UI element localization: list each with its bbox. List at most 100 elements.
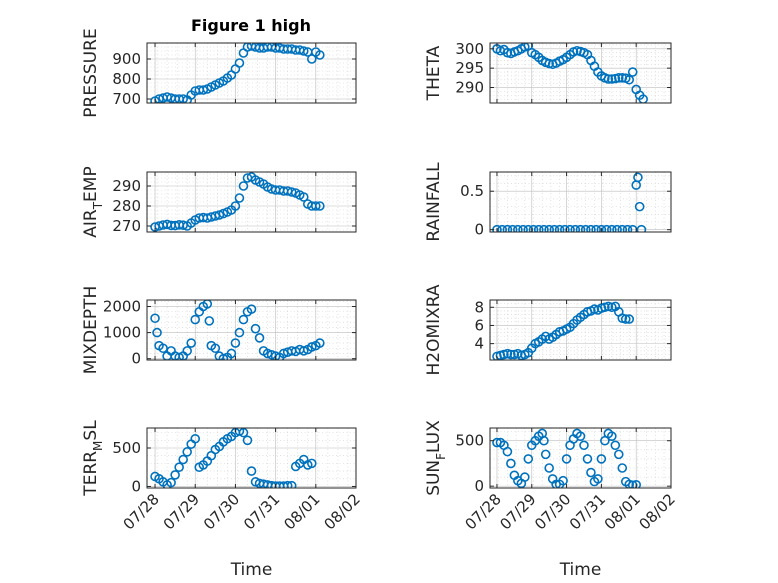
subplot-1: 700 800 900 PRESSURE <box>81 28 357 118</box>
y-tick-label: 500 <box>455 432 484 450</box>
y-axis-label-main: AIR <box>81 209 101 238</box>
data-point <box>238 428 249 438</box>
data-point <box>246 304 257 314</box>
data-point <box>610 440 621 451</box>
data-point <box>158 343 168 354</box>
data-point <box>497 224 507 232</box>
y-axis-label: TERRMSL <box>81 420 105 497</box>
data-point <box>170 470 180 480</box>
data-point <box>544 463 554 473</box>
axes-box <box>146 427 357 489</box>
data-point <box>612 224 622 232</box>
data-point <box>315 50 325 60</box>
grid-lines <box>489 172 672 232</box>
y-axis-label-main: PRESSURE <box>81 28 101 117</box>
subplot-4: 0 0.5 RAINFALL <box>424 162 672 242</box>
subplot-3: 270 280 290 AIRTEMP <box>81 166 357 238</box>
data-point <box>549 224 560 232</box>
data-point <box>518 224 528 232</box>
data-point <box>634 201 645 212</box>
data-point <box>230 338 241 348</box>
y-axis-label-tail: EMP <box>81 166 101 202</box>
data-point <box>202 300 213 309</box>
data-point <box>520 43 530 52</box>
data-series <box>492 301 635 360</box>
y-tick-label: 800 <box>112 70 141 88</box>
data-point <box>539 435 549 446</box>
data-point <box>523 454 534 464</box>
y-axis-label-subscript: T <box>91 201 105 210</box>
y-axis-label-main: RAINFALL <box>424 162 444 242</box>
data-point <box>627 67 638 77</box>
y-axis-label-subscript: F <box>434 453 448 460</box>
data-point <box>539 224 549 232</box>
data-point <box>238 181 249 191</box>
y-tick-label: 0.5 <box>460 182 484 200</box>
data-point <box>226 348 237 359</box>
y-axis-label-main: THETA <box>424 45 444 101</box>
data-point <box>544 224 554 232</box>
y-tick-label: 1000 <box>103 324 141 342</box>
y-axis-label-subscript: M <box>91 441 105 451</box>
y-tick-label: 290 <box>112 177 141 195</box>
y-axis-label: H2OMIXRA <box>424 284 444 375</box>
y-tick-label: 700 <box>112 90 141 108</box>
y-axis-label-main: MIXDEPTH <box>81 286 101 375</box>
x-axis-label: Time <box>230 560 273 580</box>
data-point <box>218 353 229 360</box>
data-point <box>631 480 641 488</box>
y-tick-label: 6 <box>474 316 484 334</box>
data-point <box>624 74 635 85</box>
y-tick-label: 0 <box>474 221 484 239</box>
data-point <box>246 466 257 476</box>
y-tick-label: 300 <box>455 40 484 58</box>
data-point <box>502 446 513 457</box>
data-point <box>620 314 631 324</box>
y-axis-label: THETA <box>424 45 444 101</box>
data-point <box>593 474 603 484</box>
y-tick-label: 900 <box>112 50 141 68</box>
data-point <box>586 467 596 478</box>
y-tick-label: 295 <box>455 59 484 77</box>
data-point <box>198 85 209 95</box>
data-point <box>565 224 575 232</box>
axes-box <box>146 171 357 233</box>
data-point <box>624 314 635 324</box>
data-point <box>596 454 607 464</box>
data-point <box>306 54 317 64</box>
data-point <box>540 449 551 460</box>
data-point <box>306 458 317 469</box>
data-point <box>306 342 317 352</box>
data-point <box>311 201 321 211</box>
y-axis-label: SUNFLUX <box>424 420 448 496</box>
data-point <box>178 454 188 465</box>
data-point <box>286 187 297 197</box>
data-point <box>533 224 544 232</box>
y-tick-label: 0 <box>474 477 484 495</box>
data-series <box>150 300 325 360</box>
data-point <box>262 348 273 359</box>
data-point <box>617 224 628 232</box>
data-point <box>250 323 261 334</box>
y-axis-label: AIRTEMP <box>81 166 105 237</box>
data-point <box>586 224 596 232</box>
data-point <box>596 224 607 232</box>
data-point <box>624 479 635 488</box>
data-point <box>570 224 581 232</box>
y-tick-label: 500 <box>112 439 141 457</box>
data-point <box>617 463 628 473</box>
data-point <box>506 458 516 469</box>
data-point <box>182 447 192 457</box>
data-point <box>579 440 589 451</box>
data-point <box>638 94 648 103</box>
data-point <box>575 431 586 441</box>
data-point <box>270 351 281 360</box>
x-axis-label: Time <box>559 560 602 580</box>
data-point <box>242 435 253 446</box>
data-point <box>210 343 221 354</box>
data-point <box>523 224 534 232</box>
data-point <box>298 192 309 202</box>
data-point <box>507 224 518 232</box>
